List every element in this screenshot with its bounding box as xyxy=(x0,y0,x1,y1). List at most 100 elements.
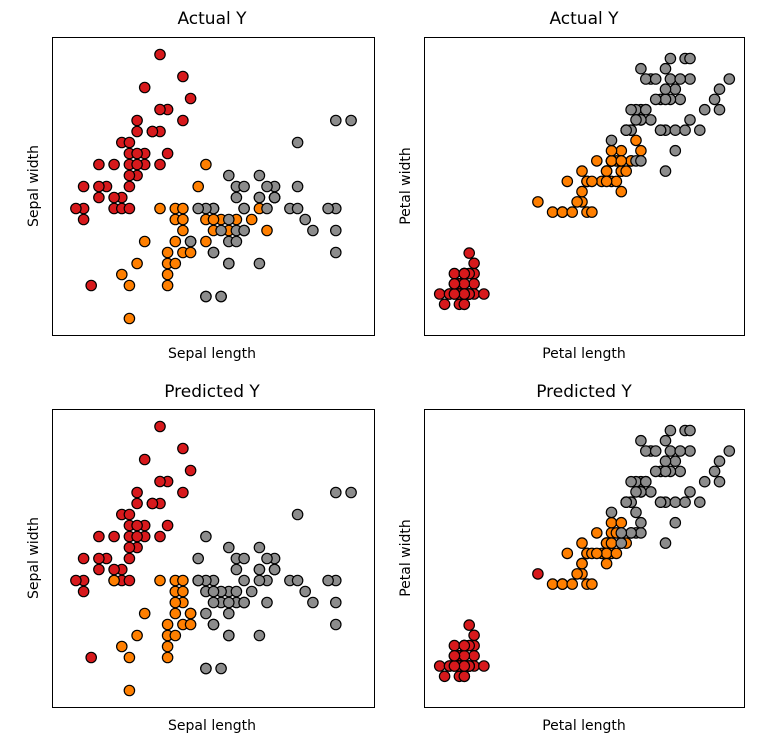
scatter-point xyxy=(635,516,647,529)
scatter-point xyxy=(630,134,642,147)
scatter-point xyxy=(291,508,304,521)
scatter-point xyxy=(610,547,623,560)
scatter-point xyxy=(532,568,544,580)
scatter-point xyxy=(154,103,166,116)
scatter-point xyxy=(154,420,166,433)
scatter-point xyxy=(261,202,273,215)
scatter-point xyxy=(146,125,159,138)
scatter-point xyxy=(223,169,235,182)
scatter-point xyxy=(238,574,250,587)
scatter-point xyxy=(625,103,637,116)
scatter-point xyxy=(131,147,143,160)
scatter-point xyxy=(566,206,578,218)
scatter-point xyxy=(698,103,711,116)
scatter-point xyxy=(458,288,471,300)
panel-actual-sepal: Actual Y Sepal length Sepal width xyxy=(26,9,375,362)
scatter-point xyxy=(123,651,136,664)
scatter-point xyxy=(161,640,174,653)
scatter-point xyxy=(590,155,603,167)
scatter-point xyxy=(123,169,136,182)
scatter-point xyxy=(576,537,588,549)
scatter-point xyxy=(669,455,682,467)
scatter-point xyxy=(131,125,143,138)
scatter-point xyxy=(610,175,623,188)
scatter-point xyxy=(713,103,726,116)
scatter-point xyxy=(215,662,227,675)
scatter-point xyxy=(207,213,220,226)
scatter-point xyxy=(635,527,647,539)
scatter-point xyxy=(138,607,151,620)
y-axis-label: Petal width xyxy=(398,519,414,597)
scatter-point xyxy=(664,424,677,437)
scatter-point xyxy=(659,537,672,549)
panel-predicted-petal: Predicted Y Petal length Petal width xyxy=(398,382,745,734)
plot-frame xyxy=(424,37,745,336)
scatter-point xyxy=(161,268,174,281)
data-points xyxy=(433,424,736,683)
scatter-point xyxy=(161,279,174,292)
scatter-point xyxy=(85,651,97,664)
scatter-point xyxy=(123,508,136,521)
scatter-point xyxy=(261,180,273,193)
scatter-point xyxy=(93,530,105,543)
chart-title: Predicted Y xyxy=(164,382,260,402)
scatter-point xyxy=(693,496,706,508)
scatter-point xyxy=(253,574,266,587)
scatter-point xyxy=(644,486,657,498)
scatter-point xyxy=(684,445,696,457)
scatter-point xyxy=(659,434,672,447)
scatter-point xyxy=(177,202,189,215)
y-axis-label: Petal width xyxy=(398,147,414,225)
scatter-point xyxy=(154,530,166,543)
scatter-point xyxy=(674,73,686,85)
scatter-point xyxy=(207,246,220,259)
scatter-point xyxy=(576,557,588,570)
scatter-point xyxy=(556,206,569,218)
scatter-point xyxy=(448,277,461,290)
scatter-point xyxy=(223,257,235,270)
scatter-point xyxy=(600,557,613,570)
scatter-point xyxy=(230,563,243,576)
scatter-point xyxy=(123,574,136,587)
scatter-point xyxy=(639,475,652,488)
scatter-point xyxy=(458,660,471,672)
scatter-point xyxy=(230,585,243,598)
scatter-point xyxy=(131,486,143,499)
scatter-point xyxy=(291,136,304,149)
scatter-point xyxy=(639,445,652,457)
scatter-point xyxy=(131,519,143,532)
scatter-point xyxy=(713,455,726,467)
panel-actual-petal: Actual Y Petal length Petal width xyxy=(398,9,745,362)
scatter-point xyxy=(230,235,243,248)
data-points xyxy=(70,48,357,325)
scatter-point xyxy=(261,224,273,237)
scatter-point xyxy=(664,73,677,85)
scatter-point xyxy=(261,552,273,565)
scatter-point xyxy=(200,290,212,303)
scatter-point xyxy=(77,213,90,226)
scatter-point xyxy=(138,453,151,466)
chart-title: Actual Y xyxy=(177,9,247,29)
scatter-point xyxy=(669,516,682,529)
scatter-point xyxy=(238,202,250,215)
scatter-point xyxy=(329,246,342,259)
scatter-point xyxy=(177,574,189,587)
chart-title: Actual Y xyxy=(549,9,619,29)
scatter-point xyxy=(605,537,618,549)
scatter-point xyxy=(329,114,342,127)
scatter-point xyxy=(620,496,632,508)
scatter-point xyxy=(625,527,637,539)
scatter-point xyxy=(177,224,189,237)
scatter-point xyxy=(123,136,136,149)
data-points xyxy=(70,420,357,697)
chart-title: Predicted Y xyxy=(536,382,632,402)
scatter-point xyxy=(605,134,618,147)
scatter-point xyxy=(635,62,647,75)
scatter-point xyxy=(192,574,204,587)
scatter-point xyxy=(93,563,105,576)
scatter-point xyxy=(108,563,120,576)
scatter-point xyxy=(123,541,136,554)
x-axis-label: Petal length xyxy=(542,718,626,734)
scatter-point xyxy=(708,93,721,106)
